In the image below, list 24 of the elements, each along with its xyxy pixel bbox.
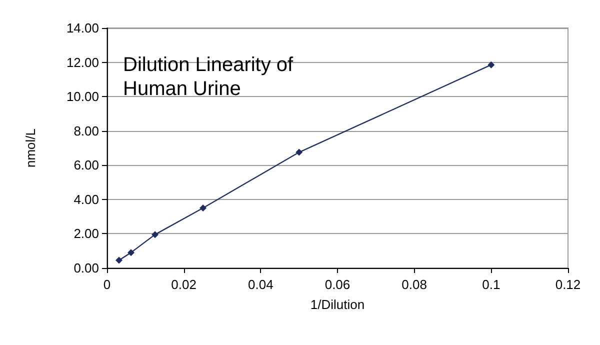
- point: [200, 204, 207, 212]
- point: [128, 249, 135, 256]
- point: [116, 256, 123, 264]
- x-tick-label: 0.1: [482, 277, 500, 292]
- x-tick-label: 0.08: [402, 277, 427, 292]
- x-tick-label: 0.12: [555, 277, 581, 292]
- y-tick-label: 8.00: [74, 123, 99, 138]
- y-tick-label: 10.00: [66, 89, 99, 104]
- x-tick-label: 0.04: [248, 277, 274, 292]
- x-tick-label: 0.02: [171, 277, 196, 292]
- y-tick-label: 4.00: [74, 192, 99, 207]
- y-tick-label: 6.00: [74, 158, 99, 173]
- x-tick-label: 0: [103, 277, 111, 292]
- point: [488, 61, 495, 68]
- y-axis-title: nmol/L: [23, 128, 38, 168]
- y-tick-label: 2.00: [74, 226, 99, 242]
- x-axis-title: 1/Dilution: [310, 297, 365, 312]
- x-tick-label: 0.06: [324, 277, 350, 292]
- point: [296, 148, 303, 156]
- y-tick-label: 12.00: [66, 54, 99, 70]
- point: [152, 231, 159, 238]
- y-tick-label: 14.00: [66, 20, 99, 36]
- y-tick-label: 0.00: [74, 260, 99, 276]
- text: Dilution Linearity of Human Urine: [123, 54, 299, 100]
